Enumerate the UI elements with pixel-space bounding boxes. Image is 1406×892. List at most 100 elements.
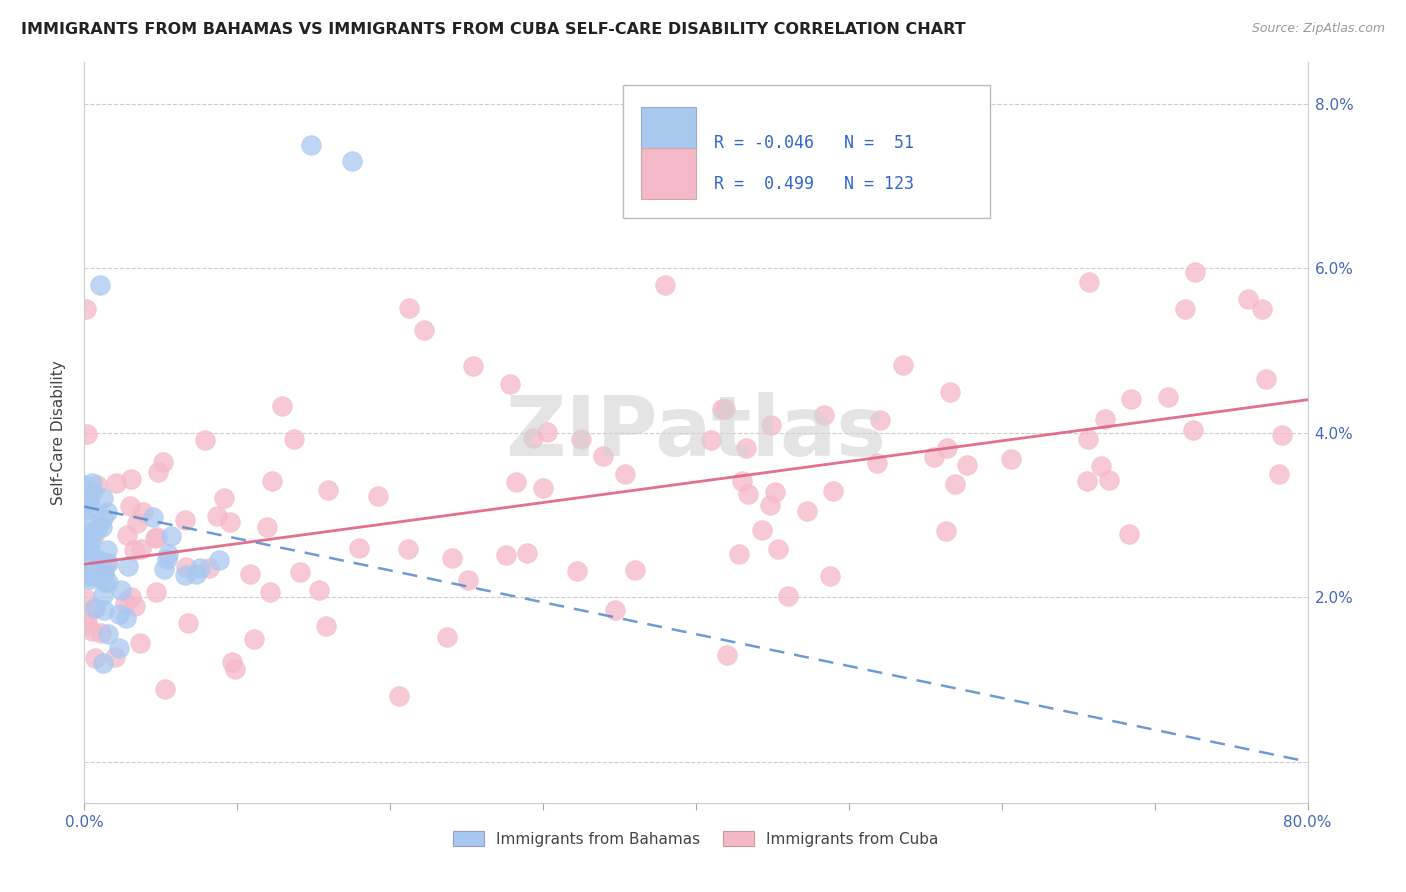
Point [700, 434, 723, 448]
Point [761, 417, 783, 432]
Point [1268, 467, 1291, 482]
Point [943, 476, 966, 491]
Point [174, 560, 197, 574]
Point [1271, 427, 1294, 442]
Point [205, 508, 228, 523]
Point [145, 585, 167, 599]
Point [146, 530, 169, 544]
Point [79, 572, 101, 586]
Point [1237, 292, 1260, 306]
Point [495, 548, 517, 562]
Point [80, 485, 103, 500]
Point [76, 427, 98, 442]
Point [318, 483, 340, 497]
Point [763, 484, 786, 499]
Point [1119, 392, 1142, 406]
Point [654, 277, 676, 292]
Point [91, 656, 114, 670]
Point [197, 561, 219, 575]
Point [710, 402, 733, 417]
Point [94, 557, 117, 571]
Point [93, 565, 115, 579]
Point [77, 495, 100, 509]
Point [152, 455, 174, 469]
Point [152, 562, 174, 576]
Point [731, 474, 754, 488]
Point [1094, 412, 1116, 426]
Point [262, 475, 284, 489]
Point [77, 495, 100, 509]
Point [188, 561, 211, 575]
Point [939, 385, 962, 400]
Point [114, 596, 136, 610]
Point [83, 601, 105, 615]
Point [104, 649, 127, 664]
Point [1184, 265, 1206, 279]
Point [75, 568, 97, 582]
Point [1077, 275, 1099, 289]
Point [522, 431, 544, 445]
Point [603, 603, 626, 617]
Point [592, 449, 614, 463]
Point [76, 551, 98, 566]
Point [83, 529, 105, 543]
Text: IMMIGRANTS FROM BAHAMAS VS IMMIGRANTS FROM CUBA SELF-CARE DISABILITY CORRELATION: IMMIGRANTS FROM BAHAMAS VS IMMIGRANTS FR… [21, 22, 966, 37]
Point [104, 475, 127, 490]
Point [83, 650, 105, 665]
Point [340, 154, 363, 169]
Point [259, 584, 281, 599]
Point [97, 574, 120, 589]
Point [727, 548, 749, 562]
Point [766, 541, 789, 556]
Point [160, 528, 183, 542]
Point [891, 358, 914, 372]
Point [128, 636, 150, 650]
Point [76, 612, 98, 626]
Point [208, 553, 231, 567]
FancyBboxPatch shape [623, 85, 990, 218]
Point [117, 559, 139, 574]
Point [288, 565, 311, 579]
Point [224, 662, 246, 676]
Point [174, 568, 197, 582]
Point [413, 323, 436, 337]
Point [349, 541, 371, 555]
Point [173, 513, 195, 527]
Text: R = -0.046   N =  51: R = -0.046 N = 51 [714, 134, 914, 153]
Point [499, 377, 522, 392]
Point [935, 524, 957, 538]
Point [91, 511, 114, 525]
Y-axis label: Self-Care Disability: Self-Care Disability [51, 360, 66, 505]
Text: Source: ZipAtlas.com: Source: ZipAtlas.com [1251, 22, 1385, 36]
Point [79, 515, 101, 529]
Point [1090, 458, 1112, 473]
Point [1157, 390, 1180, 404]
Point [73, 477, 96, 491]
Point [75, 302, 97, 317]
Point [97, 556, 120, 570]
Point [737, 487, 759, 501]
Point [86, 477, 108, 491]
Point [212, 491, 235, 505]
Point [270, 399, 292, 413]
Point [1256, 372, 1278, 386]
Point [91, 569, 114, 583]
Point [396, 541, 419, 556]
Point [82, 624, 104, 638]
Point [124, 599, 146, 614]
Point [821, 483, 844, 498]
Point [531, 481, 554, 495]
Point [613, 467, 636, 482]
Point [80, 475, 103, 490]
Point [1077, 432, 1099, 446]
Point [120, 471, 142, 485]
Point [1174, 302, 1197, 317]
Point [90, 560, 112, 574]
FancyBboxPatch shape [641, 147, 696, 200]
Point [299, 137, 322, 152]
Point [73, 591, 96, 605]
Point [86, 522, 108, 536]
Point [77, 569, 100, 583]
Point [367, 489, 389, 503]
Legend: Immigrants from Bahamas, Immigrants from Cuba: Immigrants from Bahamas, Immigrants from… [446, 823, 946, 855]
